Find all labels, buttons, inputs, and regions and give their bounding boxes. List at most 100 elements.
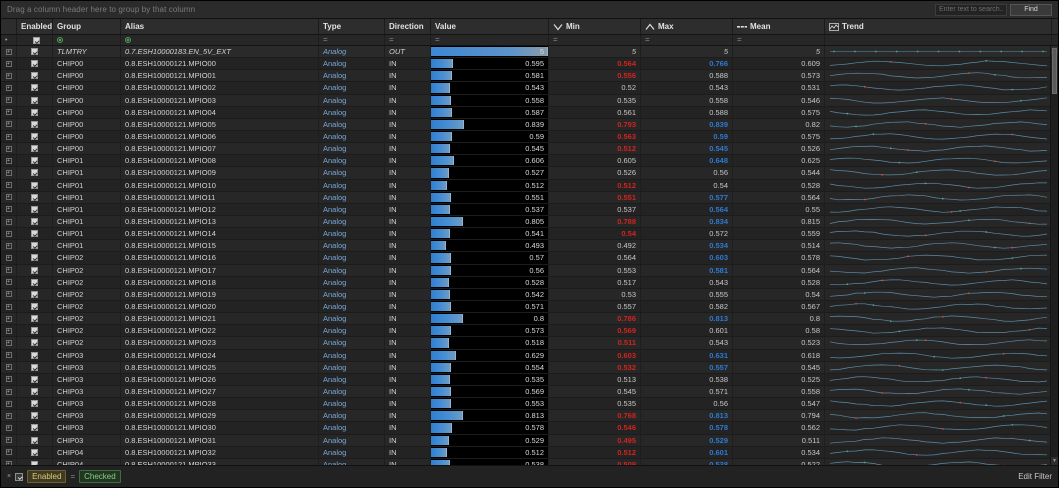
column-header-mean[interactable]: Mean xyxy=(733,19,825,34)
row-expander-icon[interactable]: + xyxy=(5,412,12,419)
row-enabled-checkbox[interactable] xyxy=(31,242,38,250)
row-enabled-checkbox[interactable] xyxy=(31,290,38,298)
table-row[interactable]: + CHIP03 0.8.ESH10000121.MPIO27 Analog IN 0.5… xyxy=(1,385,1058,399)
row-expander-icon[interactable]: + xyxy=(5,279,12,286)
filter-enabled-checkbox[interactable] xyxy=(33,36,40,44)
table-row[interactable]: + CHIP03 0.8.ESH10000121.MPIO30 Analog IN 0.5… xyxy=(1,422,1058,435)
row-enabled-checkbox[interactable] xyxy=(31,278,38,286)
row-expander-icon[interactable]: + xyxy=(5,461,12,465)
row-enabled-checkbox[interactable] xyxy=(31,460,38,465)
row-enabled-checkbox[interactable] xyxy=(31,157,38,165)
table-row[interactable]: + CHIP03 0.8.ESH10000121.MPIO26 Analog IN 0.5… xyxy=(1,373,1058,386)
scrollbar-thumb[interactable] xyxy=(1052,48,1057,94)
table-row[interactable]: + CHIP00 0.8.ESH10000121.MPIO00 Analog IN 0.5… xyxy=(1,58,1058,71)
column-header-type[interactable]: Type xyxy=(319,19,385,34)
row-enabled-checkbox[interactable] xyxy=(31,351,38,359)
row-expander-icon[interactable]: + xyxy=(5,182,12,189)
row-expander-icon[interactable]: + xyxy=(5,109,12,116)
filter-cell-type[interactable]: = xyxy=(319,35,385,45)
row-enabled-checkbox[interactable] xyxy=(31,254,38,262)
find-button[interactable]: Find xyxy=(1010,3,1052,16)
table-row[interactable]: + CHIP00 0.8.ESH10000121.MPIO04 Analog IN 0.5… xyxy=(1,106,1058,119)
row-expander-icon[interactable]: + xyxy=(5,400,12,407)
table-row[interactable]: + CHIP01 0.8.ESH10000121.MPIO14 Analog IN 0.5… xyxy=(1,228,1058,241)
table-row[interactable]: + CHIP01 0.8.ESH10000121.MPIO08 Analog IN 0.6… xyxy=(1,155,1058,168)
row-expander-icon[interactable]: + xyxy=(5,194,12,201)
row-enabled-checkbox[interactable] xyxy=(31,315,38,323)
row-enabled-checkbox[interactable] xyxy=(31,400,38,408)
row-enabled-checkbox[interactable] xyxy=(31,108,38,116)
row-expander-icon[interactable]: + xyxy=(5,327,12,334)
table-row[interactable]: + CHIP01 0.8.ESH10000121.MPIO11 Analog IN 0.5… xyxy=(1,191,1058,204)
row-expander-icon[interactable]: + xyxy=(5,72,12,79)
row-enabled-checkbox[interactable] xyxy=(31,72,38,80)
row-expander-icon[interactable]: + xyxy=(5,437,12,444)
table-row[interactable]: + CHIP01 0.8.ESH10000121.MPIO15 Analog IN 0.4… xyxy=(1,240,1058,253)
table-row[interactable]: + CHIP03 0.8.ESH10000121.MPIO29 Analog IN 0.8… xyxy=(1,410,1058,423)
table-row[interactable]: + CHIP01 0.8.ESH10000121.MPIO12 Analog IN 0.5… xyxy=(1,203,1058,216)
row-enabled-checkbox[interactable] xyxy=(31,84,38,92)
table-row[interactable]: + CHIP03 0.8.ESH10000121.MPIO25 Analog IN 0.5… xyxy=(1,361,1058,374)
row-enabled-checkbox[interactable] xyxy=(31,412,38,420)
close-filter-icon[interactable]: × xyxy=(7,473,12,480)
table-row[interactable]: + CHIP04 0.8.ESH10000121.MPIO33 Analog IN 0.5… xyxy=(1,458,1058,465)
column-header-value[interactable]: Value xyxy=(431,19,549,34)
filter-cell-alias[interactable] xyxy=(121,35,319,45)
row-enabled-checkbox[interactable] xyxy=(31,120,38,128)
column-header-max[interactable]: Max xyxy=(641,19,733,34)
row-expander-icon[interactable]: + xyxy=(5,230,12,237)
row-expander-icon[interactable]: + xyxy=(5,206,12,213)
row-enabled-checkbox[interactable] xyxy=(31,145,38,153)
row-expander-icon[interactable]: + xyxy=(5,388,12,395)
row-expander-icon[interactable]: + xyxy=(5,267,12,274)
table-row[interactable]: + CHIP02 0.8.ESH10000121.MPIO18 Analog IN 0.5… xyxy=(1,276,1058,289)
table-row[interactable]: + CHIP02 0.8.ESH10000121.MPIO23 Analog IN 0.5… xyxy=(1,337,1058,350)
table-row[interactable]: + CHIP01 0.8.ESH10000121.MPIO10 Analog IN 0.5… xyxy=(1,179,1058,192)
row-enabled-checkbox[interactable] xyxy=(31,339,38,347)
row-enabled-checkbox[interactable] xyxy=(31,375,38,383)
row-expander-icon[interactable]: + xyxy=(5,424,12,431)
table-row[interactable]: + CHIP00 0.8.ESH10000121.MPIO05 Analog IN 0.8… xyxy=(1,118,1058,131)
filter-value-tag[interactable]: Checked xyxy=(79,470,121,483)
table-row[interactable]: + CHIP03 0.8.ESH10000121.MPIO24 Analog IN 0.6… xyxy=(1,349,1058,362)
row-expander-icon[interactable]: + xyxy=(5,376,12,383)
column-header-trend[interactable]: Trend xyxy=(825,19,1052,34)
row-expander-icon[interactable]: + xyxy=(5,84,12,91)
column-header-expand[interactable] xyxy=(1,19,17,34)
row-expander-icon[interactable]: + xyxy=(5,48,12,55)
column-header-direction[interactable]: Direction xyxy=(385,19,431,34)
row-enabled-checkbox[interactable] xyxy=(31,448,38,456)
row-expander-icon[interactable]: + xyxy=(5,145,12,152)
edit-filter-link[interactable]: Edit Filter xyxy=(1018,472,1052,481)
row-expander-icon[interactable]: + xyxy=(5,291,12,298)
row-enabled-checkbox[interactable] xyxy=(31,303,38,311)
table-row[interactable]: + TLMTRY 0.7.ESH10000183.EN_5V_EXT Analog OU… xyxy=(1,46,1058,59)
vertical-scrollbar[interactable]: ▲ ▼ xyxy=(1050,46,1058,465)
filter-cell-min[interactable]: = xyxy=(549,35,641,45)
row-expander-icon[interactable]: + xyxy=(5,157,12,164)
table-row[interactable]: + CHIP02 0.8.ESH10000121.MPIO16 Analog IN 0.5… xyxy=(1,252,1058,265)
filter-field-tag[interactable]: Enabled xyxy=(27,470,67,483)
table-row[interactable]: + CHIP00 0.8.ESH10000121.MPIO03 Analog IN 0.5… xyxy=(1,94,1058,107)
filter-enable-checkbox[interactable] xyxy=(15,472,24,481)
table-row[interactable]: + CHIP01 0.8.ESH10000121.MPIO13 Analog IN 0.8… xyxy=(1,215,1058,229)
column-header-group[interactable]: Group xyxy=(53,19,121,34)
row-enabled-checkbox[interactable] xyxy=(31,230,38,238)
row-enabled-checkbox[interactable] xyxy=(31,169,38,177)
row-expander-icon[interactable]: + xyxy=(5,254,12,261)
row-expander-icon[interactable]: + xyxy=(5,364,12,371)
row-enabled-checkbox[interactable] xyxy=(31,96,38,104)
filter-cell-direction[interactable]: = xyxy=(385,35,431,45)
filter-cell-group[interactable] xyxy=(53,35,121,45)
row-enabled-checkbox[interactable] xyxy=(31,363,38,371)
row-expander-icon[interactable]: + xyxy=(5,242,12,249)
grid-body[interactable]: + TLMTRY 0.7.ESH10000183.EN_5V_EXT Analog OU… xyxy=(1,46,1058,465)
row-enabled-checkbox[interactable] xyxy=(31,60,38,68)
row-expander-icon[interactable]: + xyxy=(5,315,12,322)
filter-cell-value[interactable]: = xyxy=(431,35,549,45)
table-row[interactable]: + CHIP03 0.8.ESH10000121.MPIO31 Analog IN 0.5… xyxy=(1,434,1058,447)
table-row[interactable]: + CHIP02 0.8.ESH10000121.MPIO19 Analog IN 0.5… xyxy=(1,288,1058,301)
filter-cell-enabled[interactable] xyxy=(17,35,53,45)
row-enabled-checkbox[interactable] xyxy=(31,218,38,226)
filter-cell-expand[interactable]: • xyxy=(1,35,17,45)
